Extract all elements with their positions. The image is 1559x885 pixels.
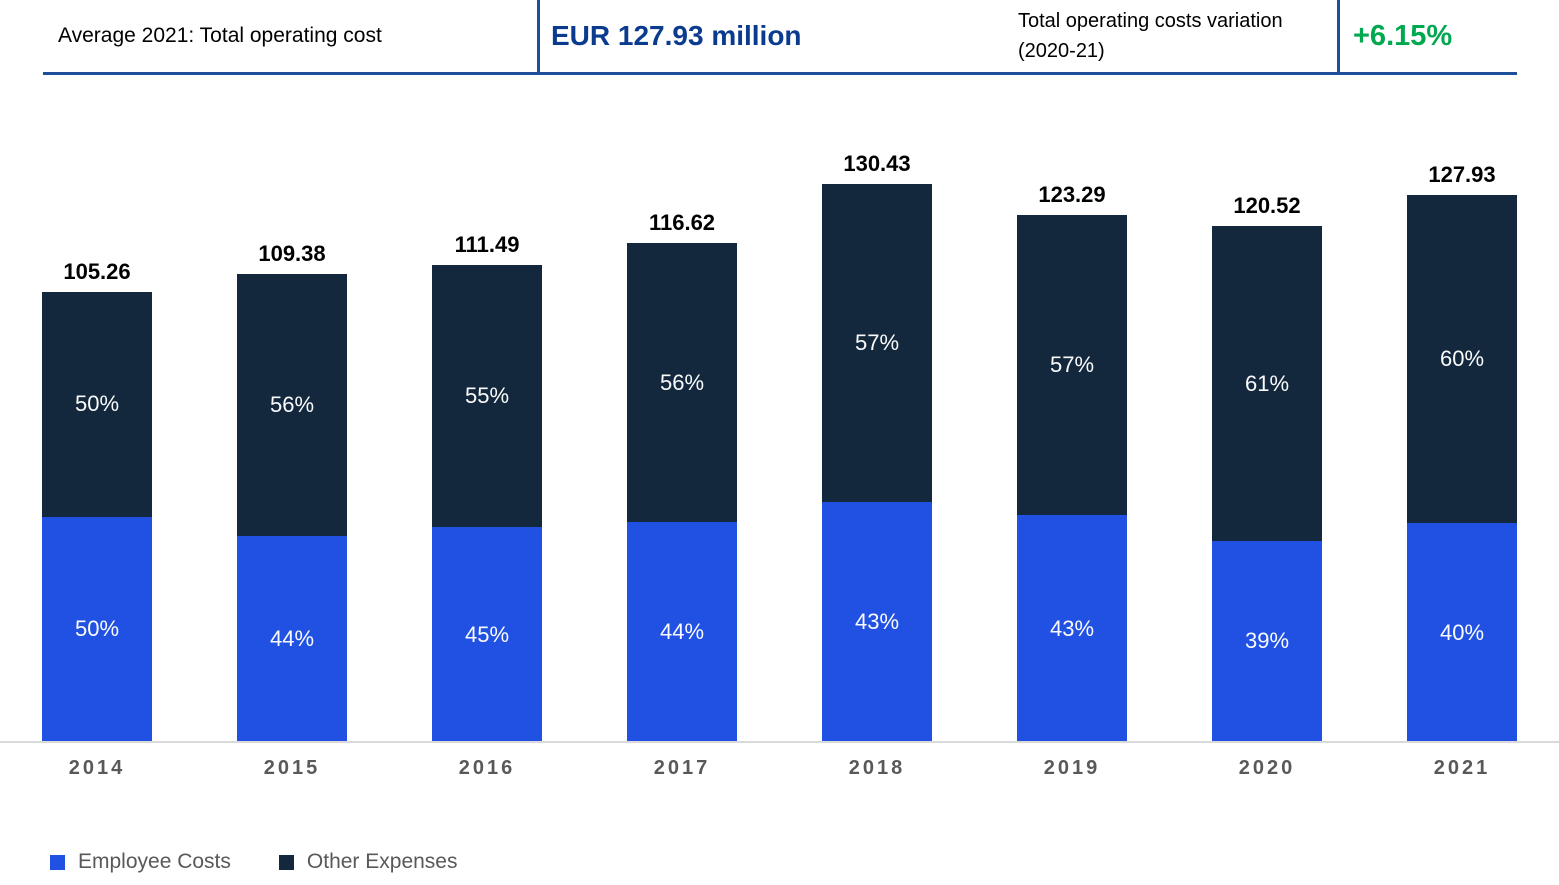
segment-employee-costs: 50% bbox=[42, 516, 152, 742]
segment-employee-costs: 44% bbox=[627, 522, 737, 742]
x-axis-label-2014: 2014 bbox=[68, 757, 126, 779]
bar-group-2019: 123.29 57% 43% bbox=[1017, 182, 1127, 742]
bar-total-label: 130.43 bbox=[843, 151, 911, 177]
x-axis-line bbox=[0, 741, 1559, 743]
x-axis-label-2020: 2020 bbox=[1238, 757, 1296, 779]
summary-total-value: EUR 127.93 million bbox=[551, 20, 802, 51]
x-axis-label-2019: 2019 bbox=[1043, 757, 1101, 779]
legend-label-employee-costs: Employee Costs bbox=[78, 850, 231, 873]
bar-group-2020: 120.52 61% 39% bbox=[1212, 193, 1322, 742]
segment-other-expenses: 57% bbox=[1017, 214, 1127, 516]
x-axis-label-2016: 2016 bbox=[458, 757, 516, 779]
summary-left-label: Average 2021: Total operating cost bbox=[58, 24, 382, 47]
bar-total-label: 116.62 bbox=[648, 210, 716, 236]
bar-total-label: 127.93 bbox=[1428, 161, 1496, 187]
legend-swatch-other-expenses bbox=[278, 854, 294, 870]
segment-percent-label: 57% bbox=[1049, 351, 1095, 377]
segment-percent-label: 43% bbox=[854, 609, 900, 635]
legend-item-employee-costs: Employee Costs bbox=[50, 850, 231, 874]
segment-other-expenses: 61% bbox=[1212, 226, 1322, 541]
segment-other-expenses: 56% bbox=[627, 243, 737, 523]
legend-label-other-expenses: Other Expenses bbox=[306, 850, 458, 873]
bar-total-label: 105.26 bbox=[63, 258, 131, 284]
segment-percent-label: 61% bbox=[1244, 370, 1290, 396]
summary-variation-label: Total operating costs variation (2020-21… bbox=[1018, 10, 1283, 62]
x-axis-label-2015: 2015 bbox=[263, 757, 321, 779]
stacked-bar-chart: 105.26 50% 50% 109.38 56% 44% 111.49 55% 45% 116.… bbox=[0, 75, 1559, 742]
bar-total-label: 111.49 bbox=[454, 232, 520, 258]
bar-group-2017: 116.62 56% 44% bbox=[627, 210, 737, 742]
bar-total-label: 120.52 bbox=[1233, 193, 1301, 219]
segment-percent-label: 50% bbox=[74, 391, 120, 417]
x-axis-label-2018: 2018 bbox=[848, 757, 906, 779]
bar-group-2018: 130.43 57% 43% bbox=[822, 151, 932, 742]
legend-item-other-expenses: Other Expenses bbox=[278, 850, 458, 874]
x-axis-label-2021: 2021 bbox=[1433, 757, 1491, 779]
bar-total-label: 109.38 bbox=[258, 241, 326, 267]
bar-group-2021: 127.93 60% 40% bbox=[1407, 162, 1517, 742]
segment-percent-label: 44% bbox=[659, 619, 705, 645]
legend-swatch-employee-costs bbox=[50, 854, 65, 870]
bar-total-label: 123.29 bbox=[1038, 181, 1106, 207]
bar-group-2014: 105.26 50% 50% bbox=[42, 259, 152, 742]
segment-employee-costs: 40% bbox=[1407, 523, 1517, 742]
summary-variation-value: +6.15% bbox=[1353, 19, 1453, 52]
segment-employee-costs: 44% bbox=[237, 536, 347, 742]
segment-percent-label: 45% bbox=[464, 621, 510, 647]
segment-employee-costs: 39% bbox=[1212, 540, 1322, 742]
bar-group-2015: 109.38 56% 44% bbox=[237, 241, 347, 742]
segment-employee-costs: 43% bbox=[1017, 515, 1127, 742]
segment-percent-label: 44% bbox=[269, 626, 315, 652]
bar-group-2016: 111.49 55% 45% bbox=[432, 232, 542, 742]
segment-percent-label: 50% bbox=[74, 616, 120, 642]
x-axis-label-2017: 2017 bbox=[653, 757, 711, 779]
segment-percent-label: 56% bbox=[269, 392, 315, 418]
segment-percent-label: 40% bbox=[1439, 619, 1485, 645]
segment-other-expenses: 55% bbox=[432, 265, 542, 528]
summary-header: Average 2021: Total operating cost EUR 1… bbox=[43, 0, 1517, 75]
segment-percent-label: 55% bbox=[464, 383, 510, 409]
segment-percent-label: 43% bbox=[1049, 615, 1095, 641]
segment-other-expenses: 60% bbox=[1407, 194, 1517, 524]
segment-employee-costs: 45% bbox=[432, 527, 542, 742]
segment-percent-label: 57% bbox=[854, 330, 900, 356]
segment-employee-costs: 43% bbox=[822, 502, 932, 742]
header-divider-1 bbox=[537, 0, 540, 72]
segment-other-expenses: 56% bbox=[237, 274, 347, 537]
segment-percent-label: 39% bbox=[1244, 628, 1290, 654]
header-divider-2 bbox=[1337, 0, 1340, 72]
chart-legend: Employee Costs Other Expenses bbox=[50, 850, 458, 874]
segment-other-expenses: 50% bbox=[42, 291, 152, 517]
segment-other-expenses: 57% bbox=[822, 184, 932, 503]
segment-percent-label: 56% bbox=[659, 369, 705, 395]
segment-percent-label: 60% bbox=[1439, 345, 1485, 371]
